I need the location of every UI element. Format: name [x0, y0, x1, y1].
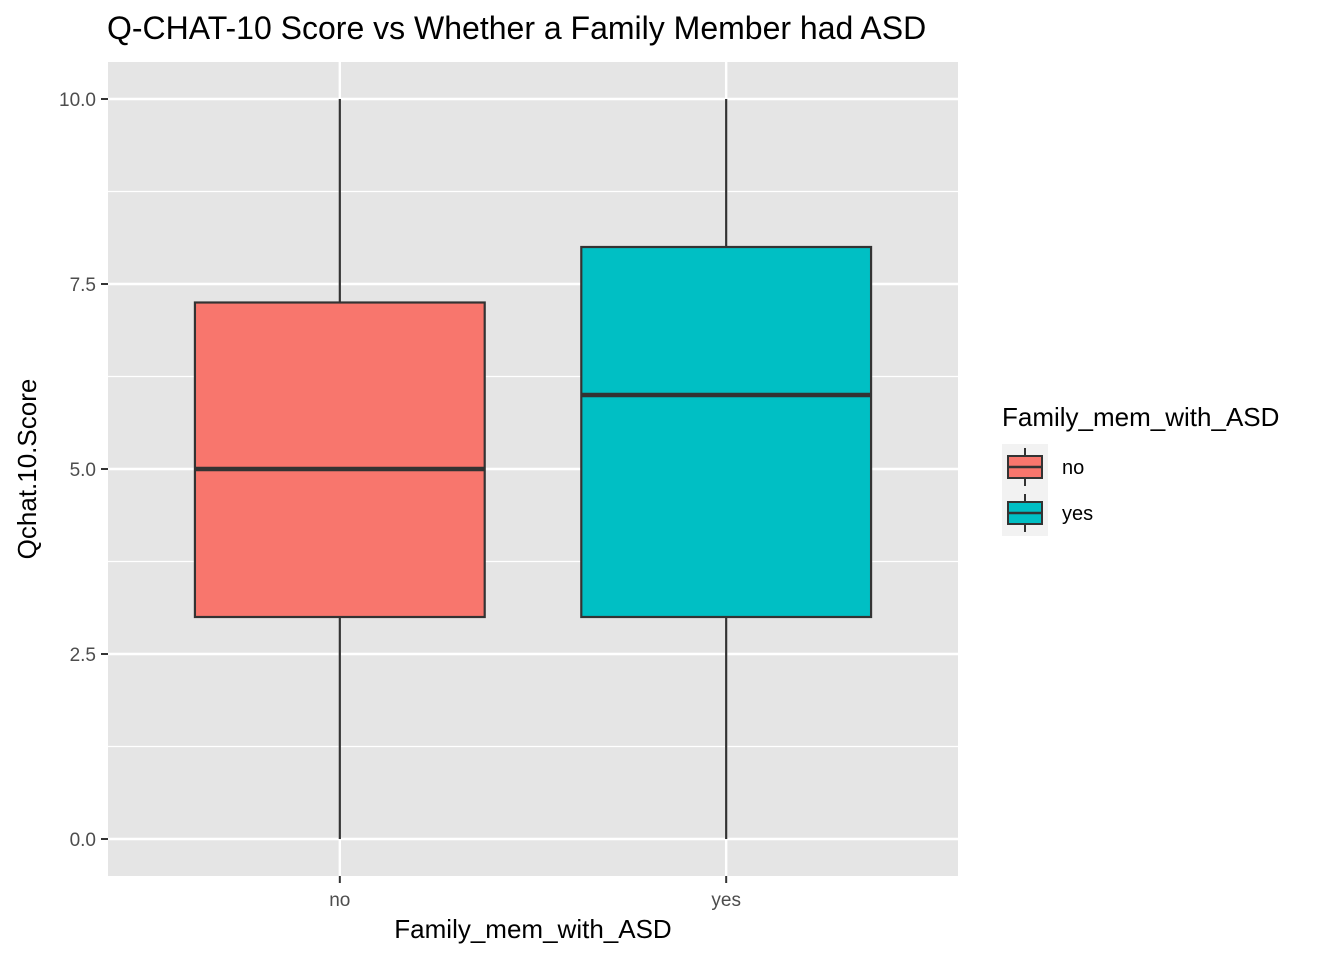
legend-title: Family_mem_with_ASD [1002, 402, 1279, 432]
x-axis-label: Family_mem_with_ASD [394, 914, 671, 944]
box [193, 301, 486, 619]
y-tick-label: 7.5 [70, 275, 96, 296]
legend-label-yes: yes [1062, 503, 1093, 525]
chart-title: Q-CHAT-10 Score vs Whether a Family Memb… [107, 10, 926, 46]
y-tick-label: 2.5 [70, 645, 96, 666]
x-axis-ticks: no yes [329, 876, 741, 911]
x-tick-label: yes [711, 890, 741, 911]
y-tick-label: 5.0 [70, 460, 96, 481]
y-tick-label: 10.0 [59, 90, 96, 111]
x-tick-label: no [329, 890, 350, 911]
legend-label-no: no [1062, 457, 1084, 479]
y-axis-ticks: 0.0 2.5 5.0 7.5 10.0 [59, 90, 108, 851]
y-tick-label: 0.0 [70, 830, 96, 851]
box [580, 245, 873, 619]
boxplots [193, 99, 873, 839]
boxplot-yes [580, 99, 873, 839]
y-axis-label: Qchat.10.Score [12, 379, 42, 560]
boxplot-no [193, 99, 486, 839]
legend: Family_mem_with_ASD no yes [1002, 402, 1279, 536]
